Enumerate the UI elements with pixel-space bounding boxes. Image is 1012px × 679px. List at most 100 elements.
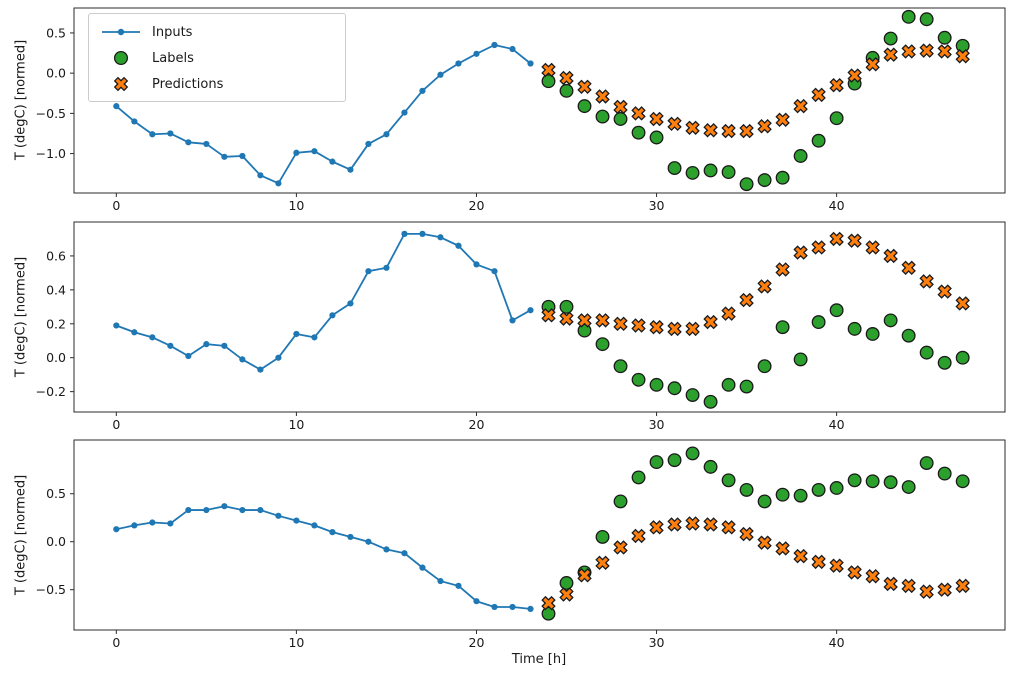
- predictions-marker: [829, 558, 844, 573]
- labels-marker: [847, 473, 862, 488]
- predictions-x-shape: [721, 520, 736, 535]
- inputs-marker: [185, 506, 192, 514]
- x-tick-label: 40: [829, 635, 845, 650]
- predictions-x-shape: [559, 311, 574, 326]
- predictions-x-shape: [811, 87, 826, 103]
- predictions-x-shape: [865, 569, 880, 584]
- predictions-x-shape: [847, 68, 862, 83]
- predictions-x-shape: [847, 565, 862, 580]
- legend-circle: [113, 50, 129, 66]
- labels-marker: [595, 337, 610, 352]
- labels-marker: [631, 372, 646, 387]
- predictions-x-shape: [937, 44, 952, 59]
- predictions-marker: [865, 569, 880, 584]
- inputs-marker: [167, 130, 174, 137]
- x-tick-label: 40: [829, 417, 845, 432]
- inputs-marker: [167, 342, 174, 349]
- inputs-marker: [365, 538, 372, 545]
- predictions-marker: [901, 44, 916, 59]
- labels-marker: [829, 111, 844, 126]
- predictions-marker: [577, 79, 592, 95]
- predictions-x-shape: [595, 313, 610, 328]
- predictions-x-shape: [541, 595, 556, 611]
- inputs-marker: [347, 166, 354, 173]
- predictions-x-shape: [811, 554, 826, 570]
- labels-marker: [649, 130, 664, 145]
- y-axis-label-subplot-3: T (degC) [normed]: [13, 474, 29, 596]
- predictions-marker: [793, 98, 808, 114]
- inputs-marker: [293, 149, 300, 156]
- predictions-marker: [811, 554, 826, 570]
- inputs-line: [116, 505, 531, 610]
- predictions-x-shape: [829, 78, 844, 93]
- predictions-x-shape: [919, 584, 934, 599]
- predictions-marker: [613, 540, 628, 555]
- inputs-marker: [509, 603, 516, 611]
- predictions-x-shape: [703, 123, 718, 138]
- predictions-x-shape: [829, 558, 844, 573]
- labels-marker: [793, 488, 808, 503]
- predictions-x-shape: [721, 306, 736, 321]
- labels-marker: [721, 473, 736, 488]
- predictions-x-shape: [631, 528, 646, 544]
- labels-marker: [613, 494, 628, 509]
- inputs-marker: [113, 322, 120, 329]
- inputs-marker: [293, 517, 300, 524]
- predictions-x-shape: [865, 240, 880, 255]
- inputs-marker: [275, 512, 282, 519]
- predictions-marker: [775, 262, 790, 277]
- predictions-x-shape: [757, 279, 772, 294]
- inputs-marker: [311, 522, 318, 529]
- labels-marker: [883, 31, 898, 46]
- predictions-marker: [703, 314, 718, 330]
- predictions-marker: [865, 57, 880, 72]
- labels-marker: [631, 470, 646, 485]
- labels-marker: [919, 456, 934, 470]
- predictions-x-shape: [919, 274, 934, 289]
- predictions-marker: [649, 111, 664, 127]
- predictions-x-shape: [739, 123, 754, 139]
- x-tick-label: 10: [288, 417, 304, 432]
- predictions-marker: [703, 123, 718, 138]
- predictions-marker: [919, 274, 934, 289]
- predictions-marker: [595, 555, 610, 571]
- inputs-marker: [491, 603, 498, 611]
- predictions-x-shape: [793, 548, 808, 564]
- x-tick-label: 0: [112, 198, 120, 213]
- labels-series: [541, 299, 970, 409]
- predictions-x-shape: [739, 526, 754, 542]
- predictions-x-shape: [829, 231, 844, 247]
- predictions-marker: [667, 321, 682, 337]
- predictions-marker: [667, 116, 682, 132]
- predictions-x-shape: [667, 517, 682, 532]
- inputs-marker: [419, 564, 426, 571]
- labels-marker: [775, 487, 790, 502]
- predictions-x-shape: [847, 233, 862, 248]
- x-tick-label: 10: [288, 635, 304, 650]
- subplot-3: 0 10 20 30 40 0.5 0.0 −0.5: [36, 439, 1006, 650]
- y-axis-label-subplot-2: T (degC) [normed]: [13, 256, 29, 378]
- inputs-series: [113, 503, 534, 612]
- predictions-marker: [919, 584, 934, 599]
- inputs-line-dot-icon: [102, 28, 140, 36]
- labels-marker: [829, 303, 844, 318]
- labels-marker: [757, 173, 772, 188]
- labels-marker: [793, 149, 808, 163]
- inputs-marker: [257, 366, 264, 373]
- inputs-marker: [401, 230, 408, 237]
- predictions-marker: [667, 517, 682, 532]
- y-tick-label: 0.5: [46, 25, 66, 40]
- inputs-marker: [491, 268, 498, 275]
- predictions-marker: [901, 578, 916, 594]
- labels-marker: [919, 345, 934, 360]
- predictions-marker: [883, 576, 898, 592]
- labels-marker: [739, 177, 754, 192]
- labels-marker: [883, 475, 898, 490]
- labels-marker: [901, 328, 916, 343]
- predictions-x-shape: [667, 116, 682, 132]
- x-axis-label: Time [h]: [511, 652, 567, 667]
- inputs-marker: [113, 526, 120, 533]
- labels-marker: [721, 377, 736, 392]
- predictions-marker: [541, 308, 556, 323]
- labels-marker: [883, 313, 898, 328]
